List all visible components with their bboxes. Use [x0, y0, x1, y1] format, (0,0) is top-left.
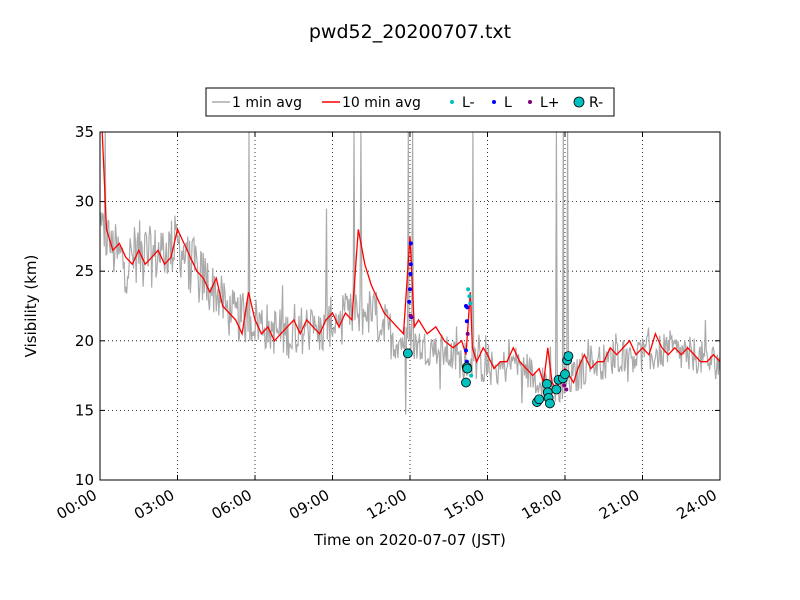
marker-l — [564, 387, 569, 392]
marker-r — [402, 348, 413, 359]
y-tick-label: 30 — [75, 193, 94, 211]
legend-marker-lplus — [528, 100, 532, 104]
marker-layer — [402, 241, 574, 409]
marker-l — [407, 299, 412, 304]
marker-r — [461, 377, 471, 388]
x-tick-label: 21:00 — [596, 486, 642, 523]
legend-label-rminus: R- — [589, 95, 603, 111]
marker-l — [469, 373, 474, 378]
marker-r — [560, 369, 570, 380]
x-tick-label: 03:00 — [131, 486, 177, 523]
x-tick-label: 15:00 — [441, 486, 487, 523]
plot-area: 00:00 03:00 06:00 09:00 12:00 15:00 18:00 21:00… — [54, 123, 721, 523]
legend-box — [205, 87, 615, 117]
marker-l — [467, 294, 472, 299]
x-tick-label: 24:00 — [674, 486, 720, 523]
marker-r — [534, 394, 545, 405]
legend-marker-lminus — [450, 100, 454, 104]
series-line-10-min-avg — [101, 132, 720, 392]
marker-l — [408, 241, 413, 246]
marker-l — [408, 287, 412, 292]
legend-marker-l — [492, 100, 496, 104]
marker-l — [408, 271, 413, 276]
x-tick-label: 06:00 — [209, 486, 255, 523]
x-tick-label: 00:00 — [54, 486, 100, 523]
x-tick-label: 09:00 — [286, 486, 332, 523]
legend-marker-rminus — [573, 96, 585, 108]
marker-l — [408, 262, 413, 267]
marker-r — [542, 379, 552, 389]
marker-r — [551, 384, 562, 395]
marker-l — [562, 383, 567, 388]
y-axis-label: Visibility (km) — [22, 255, 40, 358]
x-tick-label: 18:00 — [519, 486, 565, 523]
marker-l — [465, 331, 470, 336]
marker-l — [465, 305, 470, 310]
series-layer — [100, 132, 720, 415]
y-tick-label: 20 — [75, 332, 94, 350]
marker-l — [408, 313, 413, 318]
x-tick-label: 12:00 — [364, 486, 410, 523]
x-axis-label: Time on 2020-07-07 (JST) — [313, 531, 506, 549]
marker-l — [463, 348, 468, 353]
chart-title: pwd52_20200707.txt — [309, 21, 511, 43]
plot-background — [100, 132, 720, 480]
marker-r — [563, 351, 574, 362]
legend-label-lminus: L- — [462, 95, 475, 111]
y-tick-label: 15 — [75, 401, 94, 419]
legend-label-l: L — [504, 95, 512, 111]
legend-label-10min: 10 min avg — [342, 95, 421, 111]
y-tick-label: 25 — [75, 262, 94, 280]
legend-label-1min: 1 min avg — [232, 95, 302, 111]
marker-r — [462, 363, 473, 374]
marker-l — [466, 287, 471, 292]
marker-r — [545, 398, 555, 409]
marker-l — [464, 319, 469, 324]
marker-l — [468, 301, 473, 306]
y-tick-label: 35 — [75, 123, 94, 141]
legend: 1 min avg 10 min avg L- L L+ R- — [205, 87, 615, 117]
legend-label-lplus: L+ — [540, 95, 560, 111]
y-tick-label: 10 — [75, 471, 94, 489]
series-line-1-min-avg — [100, 132, 720, 415]
